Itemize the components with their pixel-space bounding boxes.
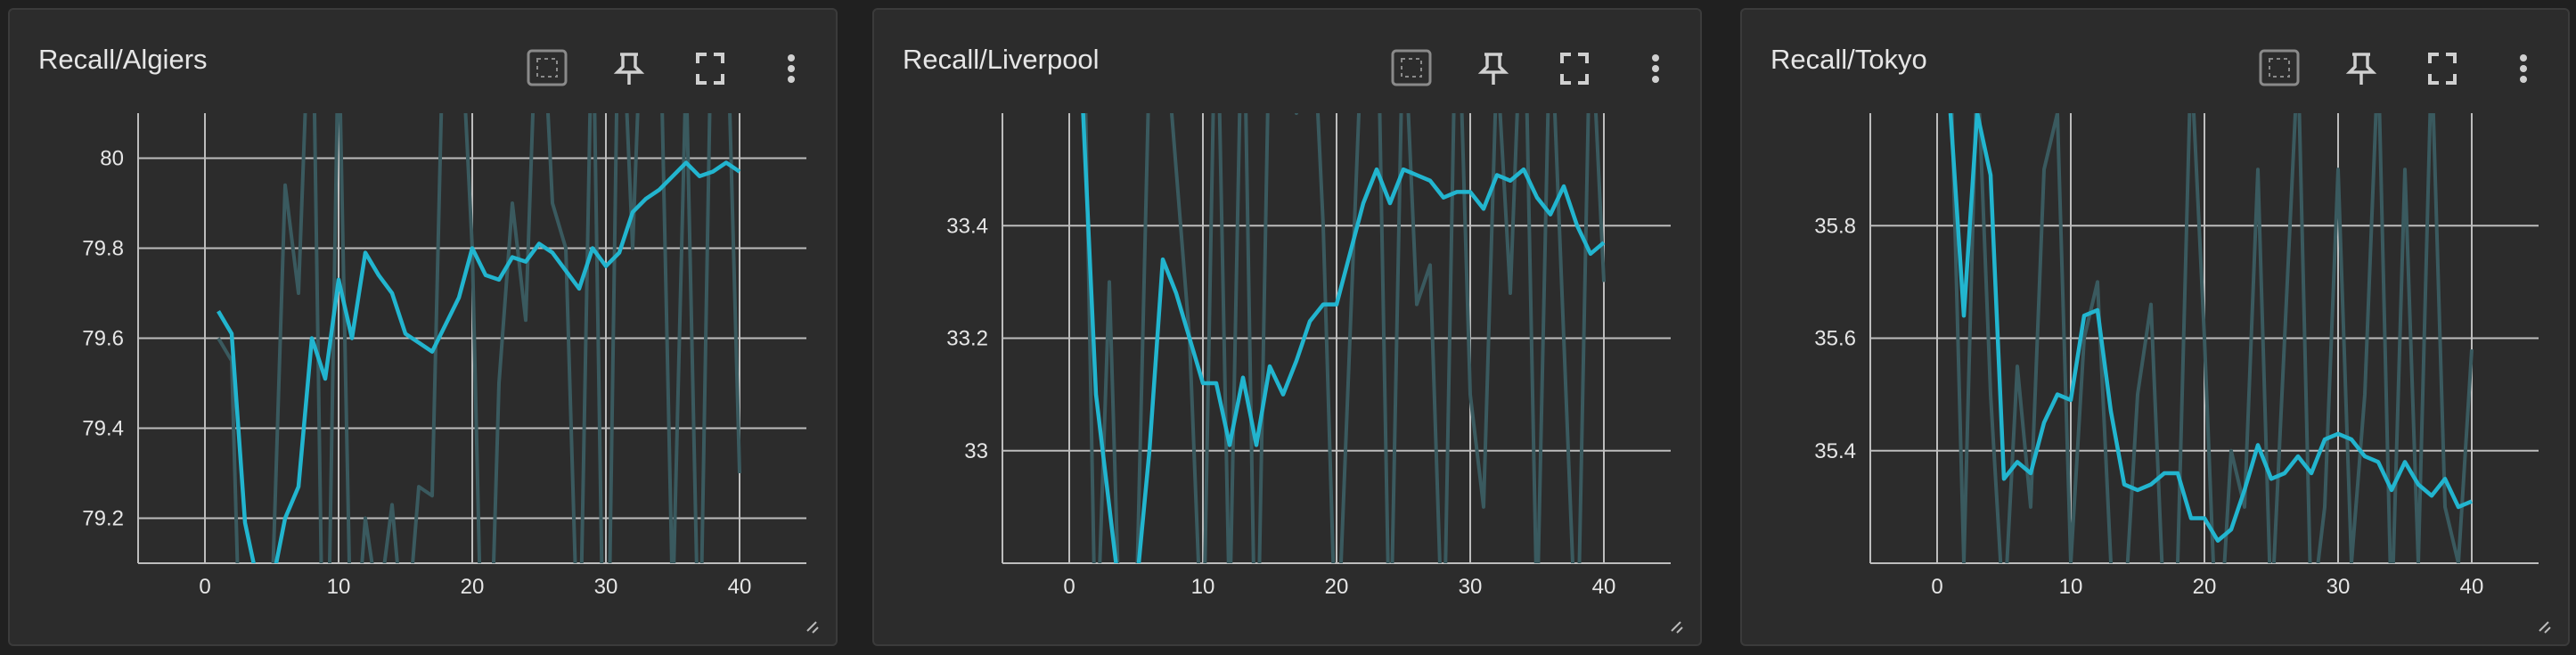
more-button[interactable] (2520, 54, 2527, 83)
fit-domain-button[interactable] (1391, 49, 1432, 86)
fullscreen-button[interactable] (1560, 53, 1589, 85)
icon (2269, 58, 2290, 78)
chart: Recall/Tokyo 0 10 20 30 40 35.4 35.6 35.8 (1770, 44, 2551, 634)
pin-button[interactable] (613, 53, 645, 85)
icon (1401, 58, 1422, 78)
series-line (1081, 113, 1606, 563)
icon (788, 76, 795, 83)
series-line (1084, 113, 1606, 563)
fit-domain-button[interactable] (2259, 49, 2300, 86)
icon (2520, 65, 2527, 72)
y-tick-label: 35.6 (1814, 327, 1856, 351)
toolbar (2259, 49, 2527, 86)
y-tick-label: 35.8 (1814, 214, 1856, 238)
series-line (1948, 113, 2473, 543)
icon (536, 58, 558, 78)
icon (2428, 53, 2457, 85)
icon (2259, 49, 2300, 86)
icon (1652, 54, 1659, 61)
x-tick-label: 40 (2460, 575, 2484, 599)
x-tick-label: 30 (594, 575, 618, 599)
y-tick-label: 33.2 (946, 327, 988, 351)
y-tick-label: 79.6 (82, 327, 124, 351)
resize-handle (806, 621, 819, 634)
icon (2345, 53, 2377, 85)
x-tick-label: 20 (1325, 575, 1349, 599)
series-line (217, 160, 741, 563)
icon (2520, 76, 2527, 83)
chart: Recall/Algiers 0 10 20 30 40 79.2 79.4 79.6 79.8 8… (38, 44, 819, 634)
x-tick-label: 0 (1931, 575, 1942, 599)
x-tick-label: 30 (2327, 575, 2351, 599)
series-line (217, 113, 741, 563)
x-tick-label: 40 (1592, 575, 1616, 599)
x-tick-label: 0 (199, 575, 210, 599)
icon (613, 53, 645, 85)
x-tick-label: 10 (327, 575, 351, 599)
icon (696, 53, 724, 85)
x-tick-label: 10 (2059, 575, 2083, 599)
icon (527, 49, 568, 86)
chart-card: Recall/Algiers 0 10 20 30 40 79.2 79.4 79.6 79.8 8… (8, 8, 838, 646)
resize-handle (1671, 621, 1683, 634)
chart-card: Recall/Liverpool 0 10 20 30 40 33 33.2 33.4 (872, 8, 1702, 646)
plot (1948, 113, 2474, 563)
pin-button[interactable] (1477, 53, 1509, 85)
icon (2520, 54, 2527, 61)
icon (1560, 53, 1589, 85)
y-tick-label: 79.8 (82, 237, 124, 261)
y-tick-label: 80 (100, 147, 124, 171)
y-tick-label: 35.4 (1814, 439, 1856, 463)
icon (1477, 53, 1509, 85)
x-tick-label: 20 (2193, 575, 2217, 599)
icon (1391, 49, 1432, 86)
chart-title: Recall/Liverpool (903, 44, 1100, 75)
toolbar (527, 49, 795, 86)
x-tick-label: 10 (1191, 575, 1215, 599)
icon (788, 54, 795, 61)
plot (217, 113, 741, 563)
chart-title: Recall/Tokyo (1770, 44, 1927, 75)
more-button[interactable] (1652, 54, 1659, 83)
fullscreen-button[interactable] (2428, 53, 2457, 85)
y-tick-label: 79.4 (82, 417, 124, 441)
fullscreen-button[interactable] (696, 53, 724, 85)
chart: Recall/Liverpool 0 10 20 30 40 33 33.2 33.4 (903, 44, 1683, 634)
chart-card: Recall/Tokyo 0 10 20 30 40 35.4 35.6 35.8 (1740, 8, 2570, 646)
icon (788, 65, 795, 72)
y-tick-label: 33.4 (946, 214, 988, 238)
fit-domain-button[interactable] (527, 49, 568, 86)
y-tick-label: 33 (964, 439, 988, 463)
y-tick-label: 79.2 (82, 507, 124, 531)
x-tick-label: 30 (1459, 575, 1483, 599)
series-line (1950, 113, 2474, 563)
pin-button[interactable] (2345, 53, 2377, 85)
icon (1652, 76, 1659, 83)
toolbar (1391, 49, 1659, 86)
plot (1081, 113, 1606, 563)
x-tick-label: 0 (1063, 575, 1075, 599)
icon (1652, 65, 1659, 72)
more-button[interactable] (788, 54, 795, 83)
x-tick-label: 20 (461, 575, 485, 599)
chart-title: Recall/Algiers (38, 44, 208, 75)
x-tick-label: 40 (728, 575, 752, 599)
resize-handle (2539, 621, 2551, 634)
